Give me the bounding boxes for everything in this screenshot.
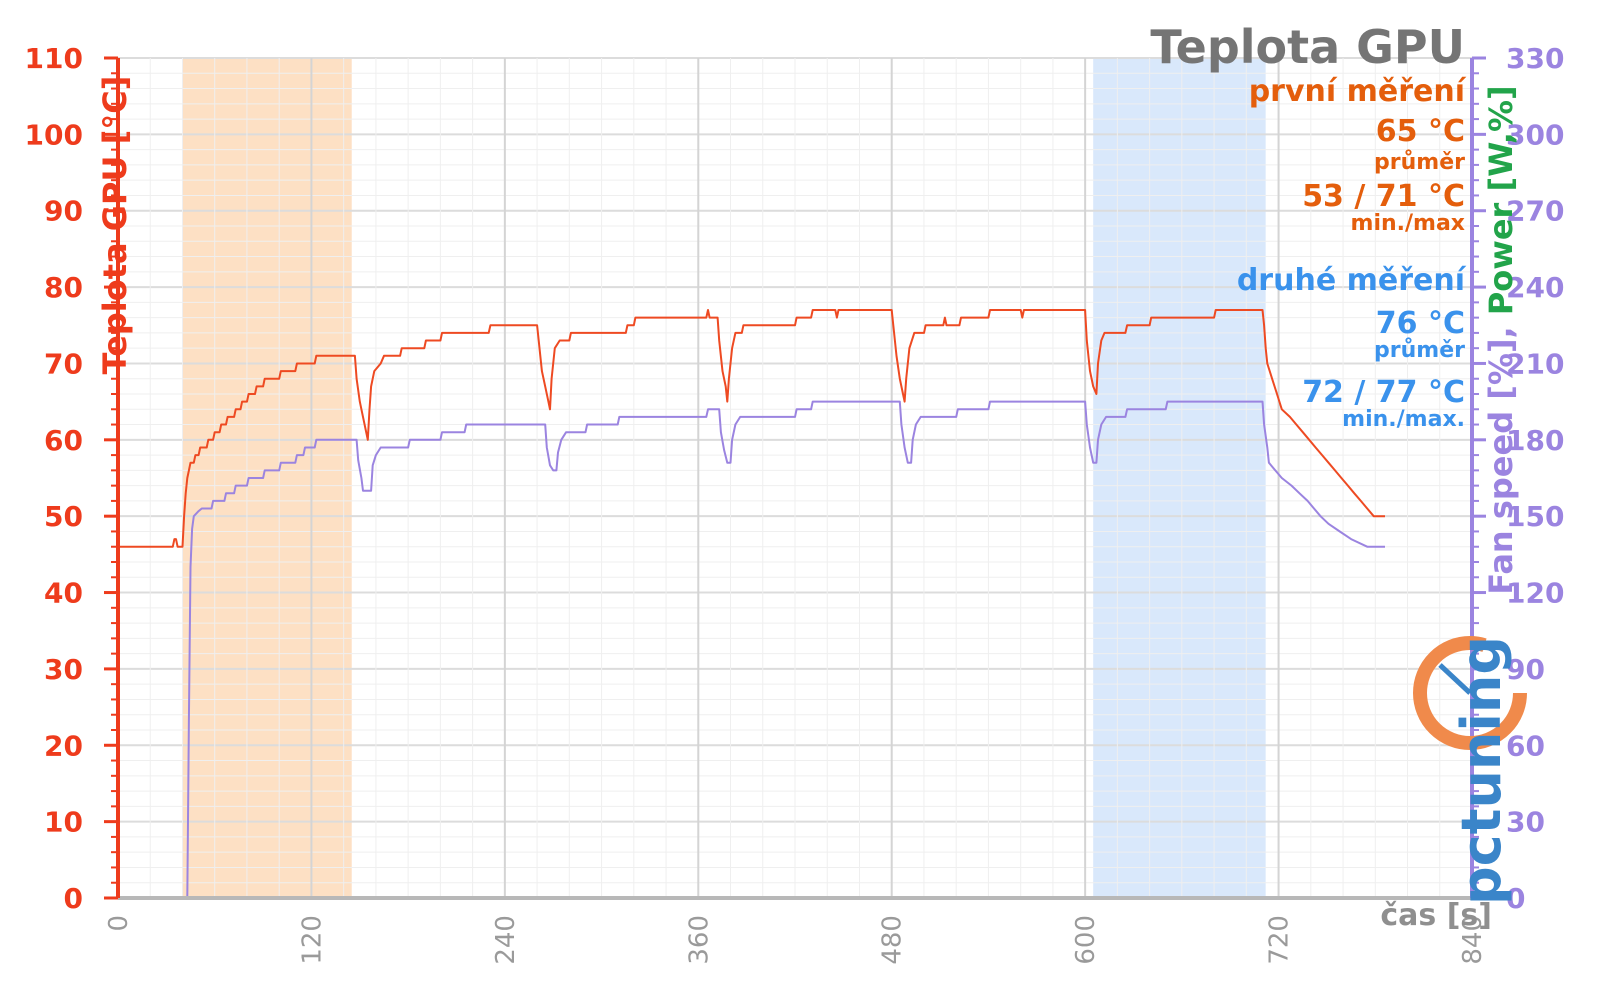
x-tick-label: 720 — [1265, 915, 1295, 965]
x-tick-label: 600 — [1071, 915, 1101, 965]
y-left-tick-label: 10 — [44, 806, 83, 839]
x-tick-label: 0 — [104, 915, 134, 932]
pctuning-logo: pctuning — [1413, 636, 1527, 905]
first-measure-minmax-label: min./max — [1351, 211, 1465, 236]
y-right-tick-label: 150 — [1506, 500, 1564, 533]
y-left-tick-label: 90 — [44, 195, 83, 228]
series-line-1 — [118, 309, 1385, 548]
x-tick-label: 480 — [878, 915, 908, 965]
y-left-tick-label: 30 — [44, 653, 83, 686]
x-axis-label: čas [s] — [1380, 898, 1492, 933]
y-left-tick-label: 60 — [44, 424, 83, 457]
y-axis-right-label-part: Power — [1482, 202, 1520, 315]
x-tick-label: 840 — [1458, 915, 1488, 965]
logo-gauge-icon — [1413, 636, 1527, 750]
y-left-tick-label: 20 — [44, 729, 83, 762]
highlight-band-1 — [182, 58, 352, 898]
y-right-tick-label: 180 — [1506, 424, 1564, 457]
x-tick-label: 120 — [297, 915, 327, 965]
y-right-tick-label: 240 — [1506, 271, 1564, 304]
logo-needle-icon — [1438, 663, 1472, 695]
grid — [117, 57, 1473, 899]
tick-labels: 0 10 20 30 40 50 60 70 80 90 100 110 0 30 60 90 120 150 18… — [25, 42, 1565, 965]
y-left-tick-label: 110 — [25, 42, 83, 75]
y-right-tick-label: 300 — [1506, 118, 1564, 151]
y-right-tick-label: 210 — [1506, 347, 1564, 380]
y-left-tick-label: 80 — [44, 271, 83, 304]
y-left-tick-label: 0 — [64, 882, 83, 915]
y-axis-right-label-part: [W,%] — [1482, 85, 1520, 202]
y-left-tick-label: 50 — [44, 500, 83, 533]
y-right-tick-label: 30 — [1506, 806, 1545, 839]
first-measure-avg-label: průměr — [1374, 150, 1465, 175]
first-measure-minmax: 53 / 71 °C — [1302, 179, 1465, 214]
chart-title: Teplota GPU — [1150, 20, 1465, 74]
y-axis-right-label: Fan speed [%], Power [W,%] — [1482, 85, 1520, 594]
y-left-tick-label: 70 — [44, 347, 83, 380]
y-left-tick-label: 100 — [25, 118, 83, 151]
y-right-tick-label: 270 — [1506, 195, 1564, 228]
y-right-tick-label: 330 — [1506, 42, 1564, 75]
first-measure-label: první měření — [1249, 74, 1467, 109]
y-axis-left-label: Teplota GPU [°C] — [96, 76, 134, 375]
y-right-tick-label: 0 — [1506, 882, 1525, 915]
y-axis-right-label-part: , — [1482, 315, 1520, 338]
highlight-band-2 — [1093, 58, 1266, 898]
logo-text: pctuning — [1450, 636, 1513, 905]
second-measure-label: druhé měření — [1237, 263, 1467, 298]
second-measure-avg-label: průměr — [1374, 338, 1465, 363]
x-tick-label: 240 — [491, 915, 521, 965]
y-right-tick-label: 90 — [1506, 653, 1545, 686]
second-measure-minmax-label: min./max. — [1342, 407, 1465, 432]
series-lines — [118, 309, 1385, 899]
highlight-bands — [182, 58, 1266, 898]
first-measure-avg: 65 °C — [1376, 114, 1465, 149]
y-left-tick-label: 40 — [44, 577, 83, 610]
second-measure-minmax: 72 / 77 °C — [1302, 375, 1465, 410]
x-tick-label: 360 — [684, 915, 714, 965]
second-measure-avg: 76 °C — [1376, 306, 1465, 341]
series-line-2 — [118, 400, 1385, 899]
y-right-tick-label: 120 — [1506, 577, 1564, 610]
y-right-tick-label: 60 — [1506, 729, 1545, 762]
y-axis-right-label-part: Fan speed [%] — [1482, 338, 1520, 594]
